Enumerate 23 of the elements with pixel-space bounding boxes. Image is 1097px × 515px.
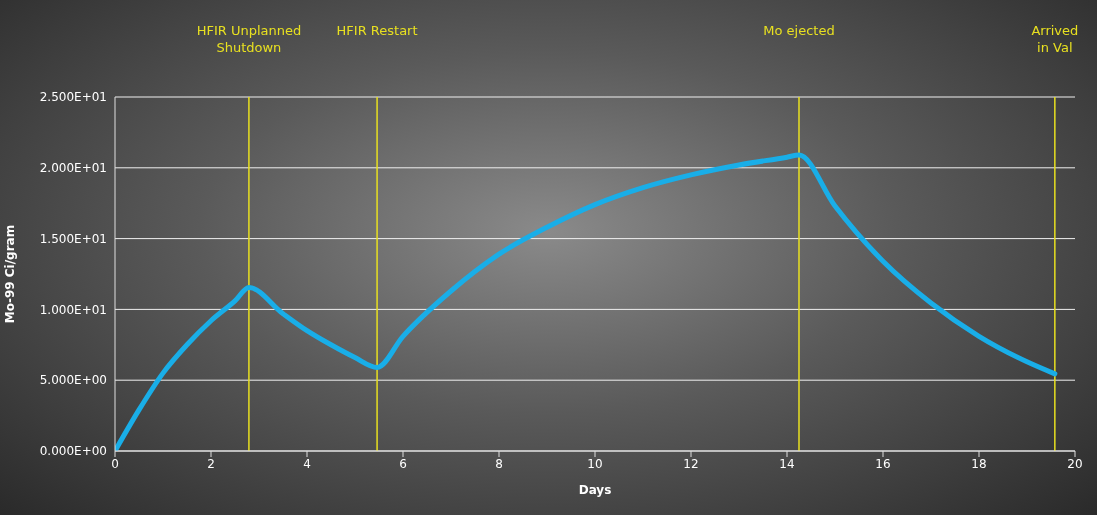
y-tick-label: 5.000E+00 — [39, 373, 107, 388]
y-tick-label: 0.000E+00 — [39, 444, 107, 459]
ref-line-label: HFIR Restart — [336, 23, 418, 38]
x-tick-label: 8 — [495, 456, 503, 471]
ref-line-label: Mo ejected — [763, 23, 835, 38]
ref-line-label: Arrived in Val — [1031, 23, 1079, 55]
x-tick-label: 4 — [303, 456, 311, 471]
y-tick-label: 2.500E+01 — [39, 90, 107, 105]
x-tick-label: 10 — [587, 456, 603, 471]
x-tick-label: 14 — [779, 456, 795, 471]
x-tick-label: 6 — [399, 456, 407, 471]
y-tick-label: 2.000E+01 — [39, 161, 107, 176]
x-tick-label: 20 — [1067, 456, 1083, 471]
x-tick-label: 18 — [971, 456, 987, 471]
x-tick-label: 16 — [875, 456, 891, 471]
x-tick-label: 2 — [207, 456, 215, 471]
ref-line-label: HFIR Unplanned Shutdown — [196, 23, 302, 55]
x-tick-label: 0 — [111, 456, 119, 471]
y-axis-title: Mo-99 Ci/gram — [3, 224, 18, 324]
x-axis-title: Days — [578, 483, 612, 497]
y-tick-label: 1.000E+01 — [39, 302, 107, 317]
y-tick-label: 1.500E+01 — [39, 231, 107, 246]
x-tick-label: 12 — [683, 456, 699, 471]
